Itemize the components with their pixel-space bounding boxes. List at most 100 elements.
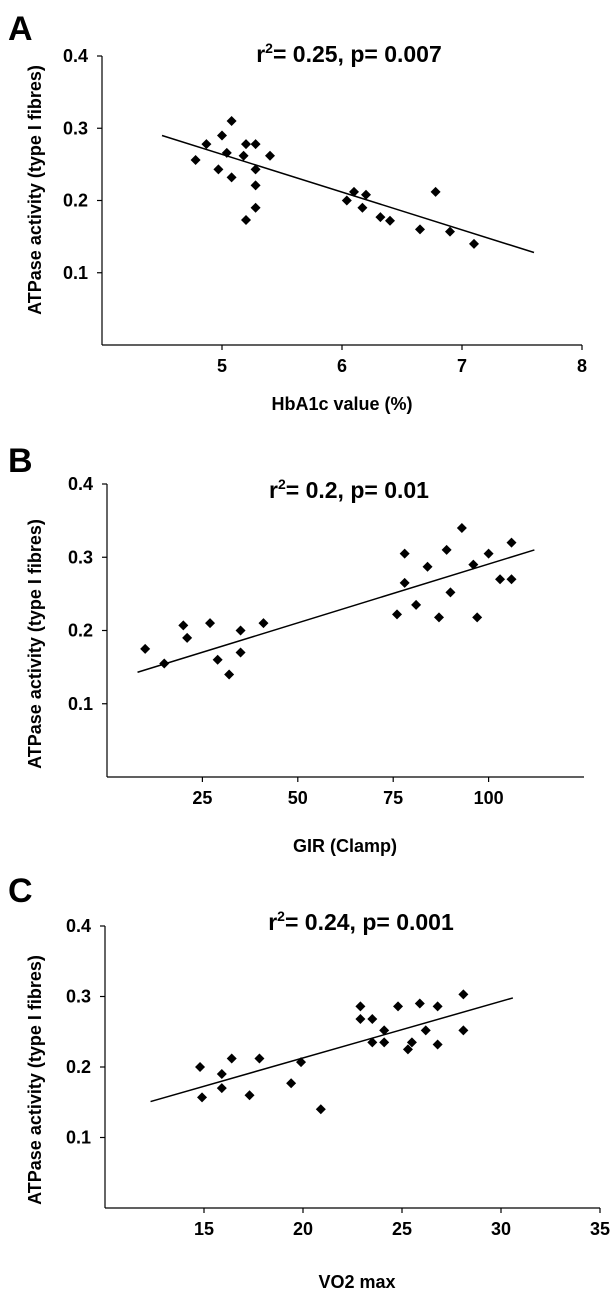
data-point — [341, 195, 352, 206]
panel-letter: B — [8, 442, 33, 480]
data-point — [402, 1044, 413, 1055]
data-point — [241, 215, 251, 226]
data-point — [178, 620, 189, 631]
x-tick-label: 50 — [288, 788, 308, 808]
data-point — [258, 618, 269, 629]
data-point — [432, 1039, 443, 1050]
data-point — [212, 654, 223, 665]
data-point — [216, 1083, 227, 1094]
x-tick-label: 15 — [194, 1219, 214, 1239]
data-point — [217, 130, 227, 141]
data-point — [355, 1001, 366, 1012]
data-point — [226, 1053, 237, 1064]
data-point — [355, 1014, 366, 1025]
data-point — [367, 1014, 378, 1025]
y-tick-label: 0.3 — [63, 118, 88, 138]
data-point — [422, 561, 433, 572]
y-tick-label: 0.1 — [66, 1128, 91, 1148]
data-point — [159, 658, 170, 669]
x-tick-label: 20 — [293, 1219, 313, 1239]
data-point — [420, 1025, 431, 1036]
data-points — [150, 989, 514, 1115]
data-point — [399, 577, 410, 588]
data-points — [161, 116, 535, 254]
data-point — [445, 587, 456, 598]
data-point — [244, 1090, 255, 1101]
data-point — [190, 155, 201, 166]
y-tick-label: 0.2 — [63, 191, 88, 211]
x-tick-label: 30 — [491, 1219, 511, 1239]
data-point — [432, 1001, 443, 1012]
data-point — [441, 544, 452, 555]
data-point — [415, 224, 425, 235]
data-point — [472, 612, 483, 623]
data-point — [414, 998, 425, 1009]
data-point — [241, 139, 251, 150]
data-point — [456, 522, 467, 533]
chart-panel-c: C r2= 0.24, p= 0.001 ATPase activity (ty… — [8, 872, 610, 1292]
data-point — [458, 989, 469, 1000]
data-point — [226, 172, 237, 183]
data-point — [250, 180, 261, 191]
data-point — [495, 574, 506, 585]
data-point — [406, 1037, 417, 1048]
data-point — [469, 238, 479, 249]
data-point — [235, 647, 246, 658]
x-tick-label: 6 — [337, 356, 347, 376]
y-tick-label: 0.4 — [66, 916, 91, 936]
data-points — [137, 522, 535, 680]
y-axis-title: ATPase activity (type I fibres) — [25, 65, 45, 315]
y-axis-title: ATPase activity (type I fibres) — [25, 955, 45, 1205]
data-point — [195, 1062, 206, 1072]
data-point — [286, 1078, 297, 1089]
x-tick-label: 8 — [577, 356, 587, 376]
data-point — [375, 212, 386, 223]
stat-annotation: r2= 0.24, p= 0.001 — [268, 908, 454, 935]
x-tick-label: 35 — [590, 1219, 610, 1239]
regression-line — [161, 134, 535, 254]
data-point — [468, 559, 479, 570]
data-point — [430, 186, 441, 197]
data-point — [254, 1053, 265, 1064]
regression-line — [137, 549, 535, 673]
axes: 0.1 0.2 0.3 0.4 25 50 75 100 — [68, 474, 584, 808]
data-point — [367, 1037, 378, 1048]
data-point — [361, 189, 371, 200]
x-tick-label: 100 — [474, 788, 504, 808]
data-point — [445, 226, 455, 237]
data-point — [433, 612, 444, 623]
data-point — [483, 548, 494, 559]
panel-letter: C — [8, 872, 33, 910]
data-point — [205, 618, 216, 629]
data-point — [213, 164, 224, 175]
data-point — [238, 150, 249, 161]
stat-annotation: r2= 0.2, p= 0.01 — [269, 476, 429, 503]
x-tick-label: 5 — [217, 356, 227, 376]
data-point — [140, 643, 151, 654]
regression-line — [150, 997, 514, 1103]
y-tick-label: 0.1 — [63, 263, 88, 283]
data-point — [224, 669, 235, 680]
y-tick-label: 0.3 — [66, 987, 91, 1007]
x-tick-label: 75 — [383, 788, 403, 808]
axes: 0.1 0.2 0.3 0.4 5 6 7 8 — [63, 46, 587, 376]
y-tick-label: 0.1 — [68, 694, 93, 714]
chart-panel-a: A r2= 0.25, p= 0.007 ATPase activity (ty… — [8, 10, 587, 414]
data-point — [250, 164, 261, 175]
data-point — [182, 632, 193, 643]
data-point — [379, 1025, 390, 1036]
data-point — [201, 139, 212, 150]
stat-annotation: r2= 0.25, p= 0.007 — [256, 40, 442, 67]
data-point — [235, 625, 246, 636]
data-point — [357, 202, 368, 213]
data-point — [385, 215, 395, 226]
x-tick-label: 7 — [457, 356, 467, 376]
data-point — [392, 609, 403, 620]
y-tick-label: 0.3 — [68, 547, 93, 567]
y-tick-label: 0.4 — [63, 46, 88, 66]
x-tick-label: 25 — [192, 788, 212, 808]
data-point — [393, 1001, 404, 1012]
data-point — [399, 548, 410, 559]
chart-panel-b: B r2= 0.2, p= 0.01 ATPase activity (type… — [8, 442, 584, 856]
y-tick-label: 0.2 — [66, 1057, 91, 1077]
